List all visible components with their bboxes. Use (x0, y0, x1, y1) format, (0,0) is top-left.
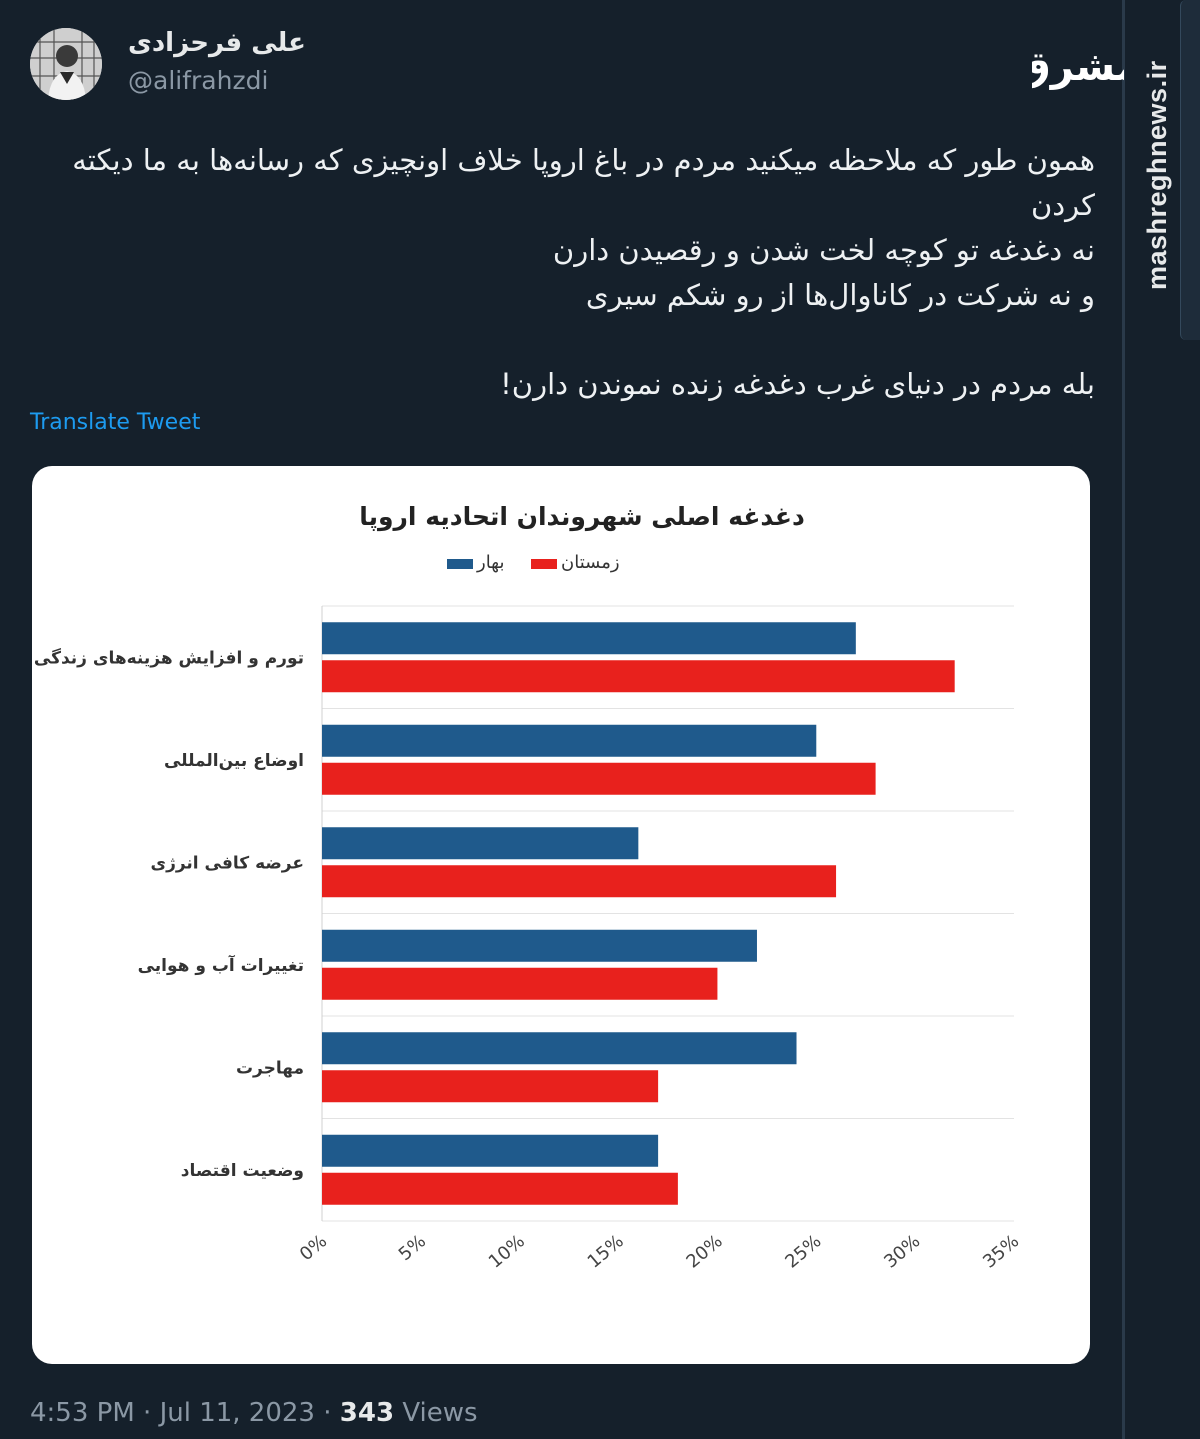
category-label: مهاجرت (236, 1058, 304, 1078)
bar-winter (322, 762, 876, 795)
avatar[interactable] (30, 28, 102, 100)
category-label: تغییرات آب و هوایی (138, 954, 304, 976)
views-count: 343 (339, 1398, 395, 1428)
x-tick-label: 5% (395, 1231, 430, 1265)
category-label: عرضه کافی انرژی (150, 853, 304, 873)
bar-spring (322, 724, 817, 757)
bar-spring (322, 827, 639, 860)
author-handle[interactable]: @alifrahzdi (128, 66, 269, 95)
legend-swatch-spring (447, 559, 473, 569)
chart-title: دغدغه اصلی شهروندان اتحادیه اروپا (359, 502, 805, 531)
x-tick-label: 10% (485, 1231, 529, 1273)
tweet-date: Jul 11, 2023 (159, 1398, 315, 1428)
views-label: Views (402, 1398, 478, 1428)
bar-winter (322, 865, 837, 898)
watermark-site: mashreghnews.ir (1142, 60, 1172, 290)
x-tick-label: 0% (296, 1231, 331, 1265)
bar-spring (322, 929, 757, 962)
column-divider (1122, 0, 1125, 1439)
mashregh-logo: مشرق (1015, 30, 1141, 100)
x-tick-label: 30% (880, 1231, 924, 1273)
bar-spring (322, 1134, 659, 1167)
bar-winter (322, 660, 955, 693)
x-tick-label: 15% (584, 1231, 628, 1273)
tweet-time: 4:53 PM (30, 1398, 135, 1428)
x-tick-label: 25% (781, 1231, 825, 1273)
chart-card[interactable]: دغدغه اصلی شهروندان اتحادیه اروپا بهار ز… (32, 466, 1090, 1364)
separator: · (143, 1398, 152, 1428)
bar-winter (322, 1070, 659, 1103)
legend-label-winter: زمستان (561, 552, 620, 573)
x-tick-label: 20% (682, 1231, 726, 1273)
x-tick-label: 35% (979, 1231, 1023, 1273)
translate-tweet-link[interactable]: Translate Tweet (30, 410, 201, 435)
tweet-text: همون طور که ملاحظه میکنید مردم در باغ ار… (40, 138, 1095, 407)
tweet-line: همون طور که ملاحظه میکنید مردم در باغ ار… (72, 143, 1095, 222)
legend-label-spring: بهار (477, 552, 505, 573)
category-label: اوضاع بین‌المللی (164, 751, 304, 771)
author-display-name[interactable]: علی فرحزادی (128, 28, 306, 58)
separator: · (323, 1398, 332, 1428)
tweet-timestamp[interactable]: 4:53 PM · Jul 11, 2023 · 343 Views (30, 1398, 478, 1428)
legend-swatch-winter (531, 559, 557, 569)
tweet-line: بله مردم در دنیای غرب دغدغه زنده نموندن … (500, 367, 1095, 401)
bar-spring (322, 1032, 797, 1065)
tweet-line: و نه شرکت در کاناوال‌ها از رو شکم سیری (585, 278, 1095, 312)
bar-spring (322, 622, 856, 655)
category-label: تورم و افزایش هزینه‌های زندگی (34, 647, 304, 668)
avatar-image (30, 28, 102, 100)
tweet-card: علی فرحزادی @alifrahzdi همون طور که ملاح… (30, 28, 1095, 1428)
bar-winter (322, 967, 718, 1000)
tweet-line: نه دغدغه تو کوچه لخت شدن و رقصیدن دارن (552, 233, 1095, 267)
side-panel-edge (1180, 0, 1200, 340)
bar-chart: تورم و افزایش هزینه‌های زندگی اوضاع بین‌ا… (34, 605, 1023, 1273)
bar-winter (322, 1172, 678, 1205)
category-label: وضعیت اقتصاد (181, 1161, 304, 1181)
logo-text: مشرق (1032, 44, 1124, 90)
